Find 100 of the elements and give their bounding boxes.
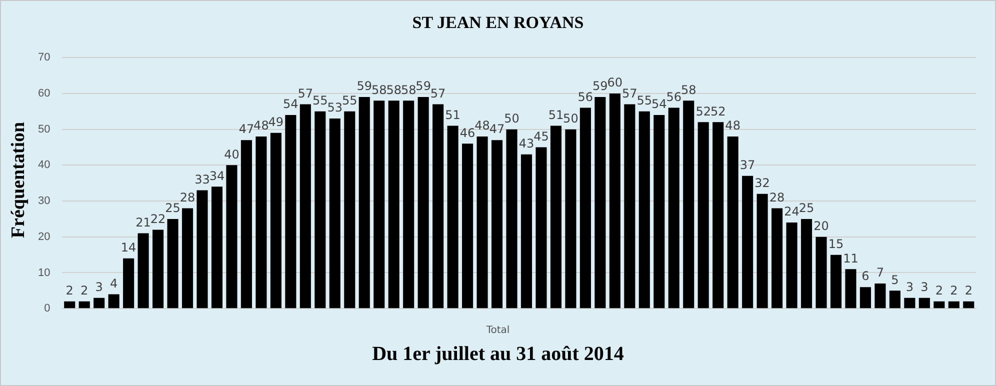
bar (506, 129, 518, 308)
data-label: 7 (876, 266, 884, 280)
data-label: 52 (696, 104, 711, 118)
data-label: 55 (342, 94, 358, 108)
data-label: 59 (592, 79, 608, 94)
bar (211, 186, 223, 308)
data-label: 48 (254, 118, 269, 133)
bar (94, 298, 105, 308)
bar (550, 126, 562, 308)
bar (800, 218, 812, 308)
bar (889, 290, 900, 308)
data-label: 58 (400, 82, 416, 97)
bar (654, 114, 665, 308)
data-label: 20 (814, 219, 829, 234)
bar (285, 114, 296, 308)
bar (152, 230, 164, 308)
bar (270, 132, 282, 308)
data-label: 2 (935, 284, 943, 298)
data-label: 2 (964, 284, 972, 298)
bar (256, 136, 267, 308)
data-label: 37 (740, 158, 756, 172)
bar (638, 111, 650, 308)
data-label: 2 (66, 284, 74, 298)
data-label: 25 (165, 201, 180, 216)
data-label: 11 (843, 251, 858, 266)
data-label: 28 (180, 190, 196, 204)
bar (786, 222, 798, 308)
bar (624, 104, 636, 308)
bar (329, 118, 340, 308)
bar (772, 208, 783, 308)
data-label: 58 (371, 82, 387, 97)
bar (860, 287, 871, 308)
data-label: 40 (224, 147, 240, 162)
data-label: 57 (298, 86, 314, 100)
data-label: 59 (416, 79, 431, 94)
bar (830, 254, 842, 308)
bar (108, 294, 120, 308)
y-tick-label: 10 (38, 266, 50, 279)
bar (418, 97, 429, 308)
data-label: 55 (312, 94, 328, 108)
y-tick-label: 70 (38, 52, 50, 64)
data-label: 54 (651, 97, 667, 112)
data-label: 58 (680, 82, 696, 97)
y-tick-label: 60 (38, 87, 50, 100)
bar (918, 298, 930, 308)
bar (742, 176, 754, 308)
bar (594, 97, 606, 308)
data-label: 51 (548, 108, 564, 122)
bar (874, 284, 886, 308)
data-label: 58 (386, 82, 402, 97)
chart-title: ST JEAN EN ROYANS (411, 13, 585, 33)
data-label: 6 (862, 269, 870, 284)
bar (609, 93, 620, 308)
data-label: 14 (120, 240, 136, 255)
data-label: 24 (784, 204, 800, 219)
data-label: 56 (578, 90, 594, 104)
bar (948, 301, 960, 308)
data-label: 21 (136, 215, 151, 230)
data-label: 51 (445, 108, 460, 122)
data-label: 5 (891, 272, 899, 287)
data-label: 2 (80, 284, 88, 298)
bar (668, 108, 680, 308)
bar (462, 144, 474, 308)
bar (476, 136, 488, 308)
data-label: 55 (636, 94, 652, 108)
bar (698, 122, 709, 308)
y-tick-label: 0 (44, 302, 50, 315)
bar (64, 301, 76, 308)
x-axis-title: Du 1er juillet au 31 août 2014 (371, 343, 625, 366)
data-label: 3 (906, 280, 914, 294)
bar (565, 129, 576, 308)
data-label: 43 (518, 136, 534, 151)
bar (358, 97, 370, 308)
bar (683, 100, 694, 308)
y-tick-label: 50 (38, 123, 50, 136)
bar (240, 140, 252, 308)
data-label: 3 (920, 280, 928, 294)
bar (374, 100, 385, 308)
y-tick-label: 40 (38, 159, 50, 172)
data-label: 4 (110, 276, 118, 290)
bar (167, 218, 178, 308)
data-label: 60 (607, 76, 623, 90)
data-label: 34 (209, 168, 225, 183)
bar (196, 190, 208, 308)
bar (344, 111, 356, 308)
bar (904, 298, 916, 308)
y-axis-title: Fréquentation (8, 120, 30, 240)
y-tick-label: 30 (38, 195, 50, 208)
data-label: 3 (95, 280, 103, 294)
bar (78, 301, 90, 308)
data-label: 47 (238, 122, 254, 136)
data-label: 32 (754, 176, 770, 190)
data-label: 15 (828, 236, 844, 251)
bar (182, 208, 194, 308)
data-label: 45 (534, 129, 549, 144)
bar (712, 122, 724, 308)
data-label: 52 (710, 104, 726, 118)
bar (403, 100, 414, 308)
bar (816, 236, 827, 308)
bar (520, 154, 532, 308)
